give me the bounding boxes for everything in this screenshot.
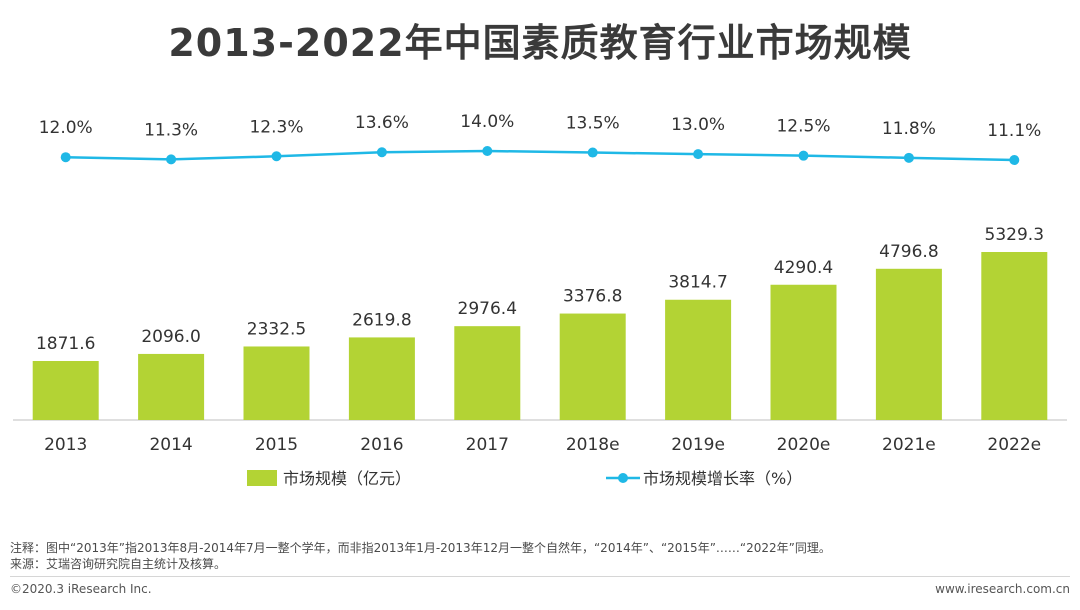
growth-rate-label: 13.6% <box>355 113 409 133</box>
growth-rate-label: 12.0% <box>39 118 93 138</box>
x-tick-label: 2013 <box>44 435 87 455</box>
growth-rate-point <box>587 147 598 158</box>
bar <box>348 337 415 420</box>
bar <box>138 353 205 420</box>
legend-line-label: 市场规模增长率（%） <box>643 469 802 488</box>
legend-bar-label: 市场规模（亿元） <box>283 469 411 488</box>
growth-rate-point <box>166 154 177 165</box>
source-text: 来源：艾瑞咨询研究院自主统计及核算。 <box>10 557 227 571</box>
x-tick-label: 2017 <box>466 435 509 455</box>
notes-block: 注释：图中“2013年”指2013年8月-2014年7月一整个学年，而非指201… <box>10 540 831 572</box>
x-tick-label: 2014 <box>149 435 192 455</box>
bar <box>665 299 732 420</box>
growth-rate-label: 13.5% <box>566 114 620 134</box>
growth-rate-point <box>903 152 914 163</box>
bar-value-label: 2332.5 <box>247 319 306 339</box>
growth-rate-point <box>798 150 809 161</box>
bar-value-label: 2976.4 <box>458 299 517 319</box>
bar <box>454 326 521 420</box>
chart-canvas: 1871.6 2013 2096.0 2014 2332.5 2015 2619.8 2016… <box>13 112 1067 488</box>
footer-divider <box>10 576 1070 577</box>
x-tick-label: 2020e <box>777 435 831 455</box>
growth-rate-point <box>482 146 493 156</box>
growth-rate-line <box>65 149 1015 162</box>
x-tick-label: 2019e <box>671 435 725 455</box>
bar <box>559 313 626 420</box>
growth-rate-label: 13.0% <box>671 115 725 135</box>
growth-rate-label: 12.3% <box>249 117 303 137</box>
growth-rate-point <box>60 152 71 163</box>
bar-value-label: 3814.7 <box>668 273 727 293</box>
bar <box>243 346 310 420</box>
bar <box>32 361 99 420</box>
copyright-text: ©2020.3 iResearch Inc. <box>10 582 152 596</box>
growth-rate-label: 11.1% <box>987 121 1041 141</box>
bar <box>875 268 942 420</box>
note-text: 注释：图中“2013年”指2013年8月-2014年7月一整个学年，而非指201… <box>10 541 831 555</box>
growth-rate-label: 14.0% <box>460 112 514 132</box>
bar-value-label: 3376.8 <box>563 287 622 307</box>
x-tick-label: 2015 <box>255 435 298 455</box>
bar-value-label: 5329.3 <box>985 225 1044 245</box>
legend-bar-swatch <box>247 470 277 486</box>
growth-rate-point <box>376 147 387 158</box>
bar <box>770 284 837 420</box>
legend-line-marker <box>618 473 628 483</box>
growth-rate-label: 11.8% <box>882 119 936 139</box>
x-tick-label: 2022e <box>987 435 1041 455</box>
growth-rate-point <box>271 151 282 162</box>
growth-rate-label: 11.3% <box>144 120 198 140</box>
x-tick-label: 2016 <box>360 435 403 455</box>
growth-rate-label: 12.5% <box>776 117 830 137</box>
bar-value-label: 2096.0 <box>141 327 200 347</box>
website-text: www.iresearch.com.cn <box>935 582 1070 596</box>
bar-value-label: 1871.6 <box>36 334 95 354</box>
bar <box>981 252 1048 420</box>
bar-value-label: 4290.4 <box>774 258 833 278</box>
chart-title: 2013-2022年中国素质教育行业市场规模 <box>168 21 912 65</box>
bar-value-label: 4796.8 <box>879 242 938 262</box>
growth-rate-point <box>1009 155 1020 165</box>
x-tick-label: 2021e <box>882 435 936 455</box>
x-tick-label: 2018e <box>566 435 620 455</box>
bar-value-label: 2619.8 <box>352 310 411 330</box>
growth-rate-point <box>693 149 704 160</box>
